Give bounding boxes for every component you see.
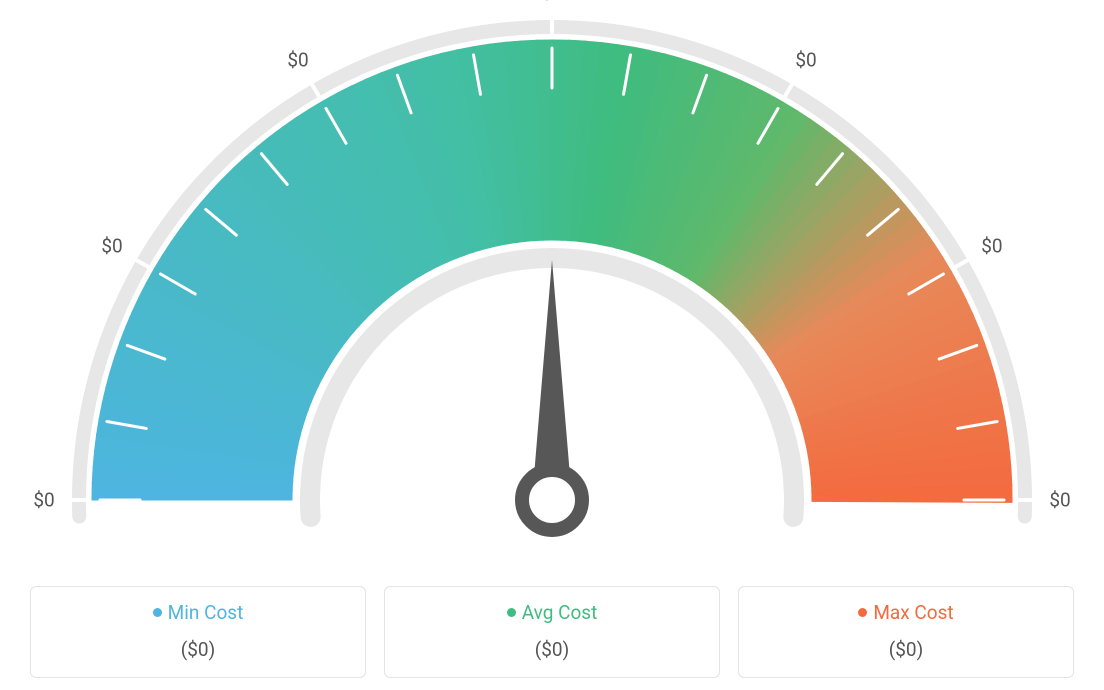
legend-title-avg: Avg Cost [395, 601, 709, 624]
gauge-tick-label: $0 [541, 0, 562, 4]
legend-dot-min [153, 608, 162, 617]
legend-title-max: Max Cost [749, 601, 1063, 624]
gauge-tick-label: $0 [33, 489, 54, 512]
gauge-tick-label: $0 [1049, 489, 1070, 512]
gauge-tick-label: $0 [101, 235, 122, 258]
legend-card-max: Max Cost ($0) [738, 586, 1074, 678]
legend-value-avg: ($0) [395, 638, 709, 661]
gauge-chart-container: $0 $0 $0 $0 $0 $0 $0 Min Cost ($0) Avg Cost ($… [0, 0, 1104, 690]
legend-label-max: Max Cost [873, 601, 953, 624]
legend-dot-max [858, 608, 867, 617]
legend-card-min: Min Cost ($0) [30, 586, 366, 678]
legend-label-min: Min Cost [168, 601, 244, 624]
legend-value-max: ($0) [749, 638, 1063, 661]
legend-title-min: Min Cost [41, 601, 355, 624]
legend-row: Min Cost ($0) Avg Cost ($0) Max Cost ($0… [30, 586, 1074, 678]
legend-value-min: ($0) [41, 638, 355, 661]
gauge-tick-label: $0 [981, 235, 1002, 258]
legend-dot-avg [507, 608, 516, 617]
legend-card-avg: Avg Cost ($0) [384, 586, 720, 678]
gauge: $0 $0 $0 $0 $0 $0 $0 [0, 0, 1104, 560]
gauge-tick-label: $0 [795, 49, 816, 72]
legend-label-avg: Avg Cost [522, 601, 598, 624]
gauge-tick-label: $0 [287, 49, 308, 72]
